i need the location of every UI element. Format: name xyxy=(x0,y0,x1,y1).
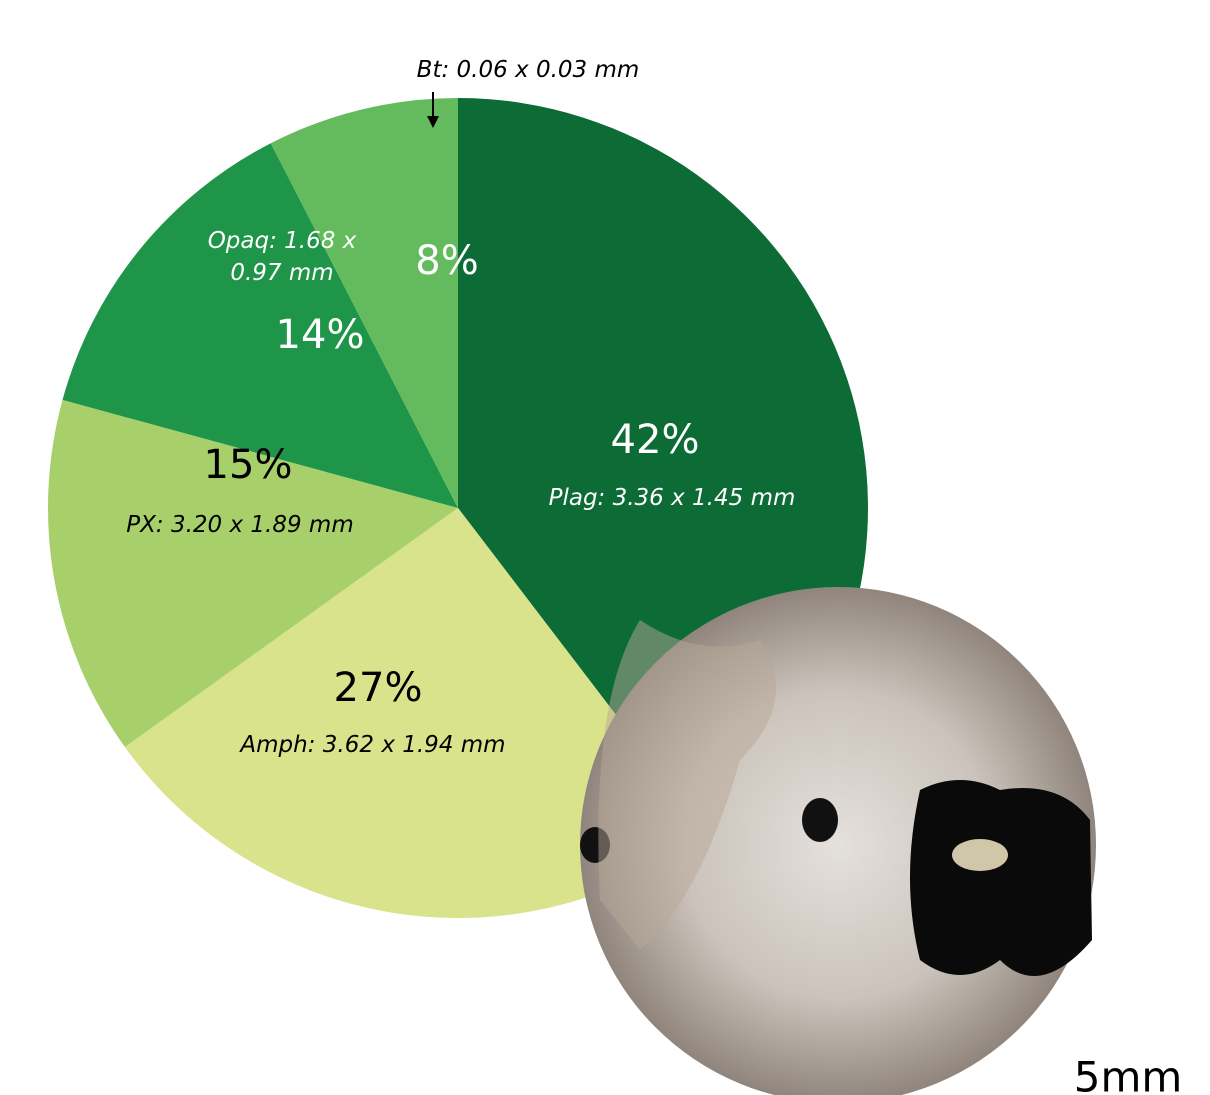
pie-slice xyxy=(47,399,458,748)
slice-annotation: PX: 3.20 x 1.89 mm xyxy=(126,512,354,538)
photomicrograph xyxy=(580,587,1096,1095)
value-label: 14% xyxy=(276,312,365,358)
pie-slice xyxy=(124,508,707,918)
arrow-head xyxy=(427,116,439,128)
slice-annotation: Amph: 3.62 x 1.94 mm xyxy=(240,732,506,758)
pie-slice xyxy=(62,143,458,508)
value-label: 27% xyxy=(334,665,423,711)
pie-slice xyxy=(270,98,458,508)
slice-annotation: Opaq: 1.68 x 0.97 mm xyxy=(207,228,357,286)
scale-label: 5mm xyxy=(1074,1053,1183,1095)
slice-annotation: Bt: 0.06 x 0.03 mm xyxy=(416,57,640,83)
value-label: 8% xyxy=(415,238,478,284)
slice-annotation: Plag: 3.36 x 1.45 mm xyxy=(548,485,796,511)
value-label: 42% xyxy=(611,417,700,463)
value-label: 15% xyxy=(204,442,293,488)
